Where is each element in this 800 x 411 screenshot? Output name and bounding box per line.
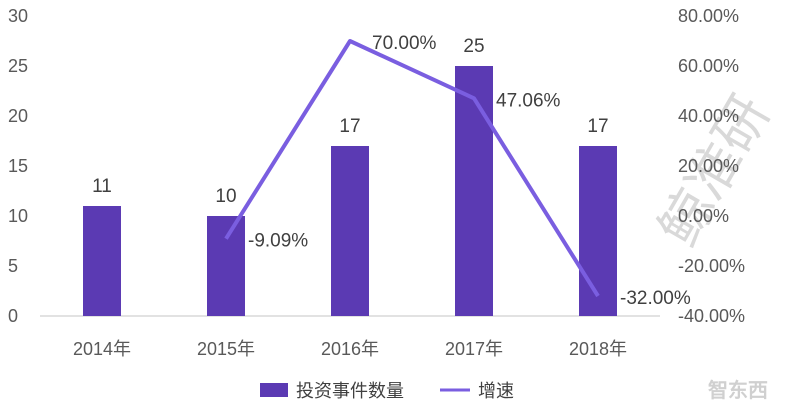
left-tick-label: 15 xyxy=(8,156,28,176)
right-tick-label: 0.00% xyxy=(678,206,729,226)
right-tick-label: -40.00% xyxy=(678,306,745,326)
legend-swatch-bar xyxy=(260,383,288,397)
x-tick-label: 2014年 xyxy=(73,339,131,359)
x-tick-label: 2018年 xyxy=(569,339,627,359)
left-tick-label: 0 xyxy=(8,306,18,326)
bar-2017年 xyxy=(455,66,493,316)
left-axis-ticks: 0 5 10 15 20 25 30 xyxy=(8,6,28,326)
bar-2016年 xyxy=(331,146,369,316)
legend-label-bar: 投资事件数量 xyxy=(296,381,404,401)
growth-line xyxy=(224,39,600,298)
bar-series: 11 10 17 25 17 xyxy=(83,36,617,316)
bar-value-label: 17 xyxy=(339,116,360,137)
right-tick-label: 60.00% xyxy=(678,56,739,76)
bar-2015年 xyxy=(207,216,245,316)
x-tick-label: 2016年 xyxy=(321,339,379,359)
x-tick-label: 2015年 xyxy=(197,339,255,359)
right-tick-label: 20.00% xyxy=(678,156,739,176)
x-tick-label: 2017年 xyxy=(445,339,503,359)
bar-2014年 xyxy=(83,206,121,316)
right-axis-ticks: -40.00% -20.00% 0.00% 20.00% 40.00% 60.00% 80.… xyxy=(678,6,745,326)
left-tick-label: 20 xyxy=(8,106,28,126)
left-tick-label: 5 xyxy=(8,256,18,276)
right-tick-label: 80.00% xyxy=(678,6,739,26)
growth-value-label: 70.00% xyxy=(372,33,437,54)
right-tick-label: -20.00% xyxy=(678,256,745,276)
left-tick-label: 25 xyxy=(8,56,28,76)
right-tick-label: 40.00% xyxy=(678,106,739,126)
bar-value-label: 11 xyxy=(92,176,112,197)
x-axis-ticks: 2014年 2015年 2016年 2017年 2018年 xyxy=(73,339,627,359)
growth-value-label: 47.06% xyxy=(496,90,561,111)
legend-label-line: 增速 xyxy=(478,381,514,401)
growth-value-label: -9.09% xyxy=(248,231,308,252)
growth-value-label: -32.00% xyxy=(620,288,691,309)
bar-value-label: 10 xyxy=(215,186,236,207)
bar-value-label: 17 xyxy=(587,116,608,137)
left-tick-label: 10 xyxy=(8,206,28,226)
bar-2018年 xyxy=(579,146,617,316)
logo-watermark: 智东西 xyxy=(708,378,768,402)
legend: 投资事件数量 增速 xyxy=(260,381,514,401)
line-series: -9.09% 70.00% 47.06% -32.00% xyxy=(224,33,691,309)
left-tick-label: 30 xyxy=(8,6,28,26)
bar-value-label: 25 xyxy=(463,36,484,57)
